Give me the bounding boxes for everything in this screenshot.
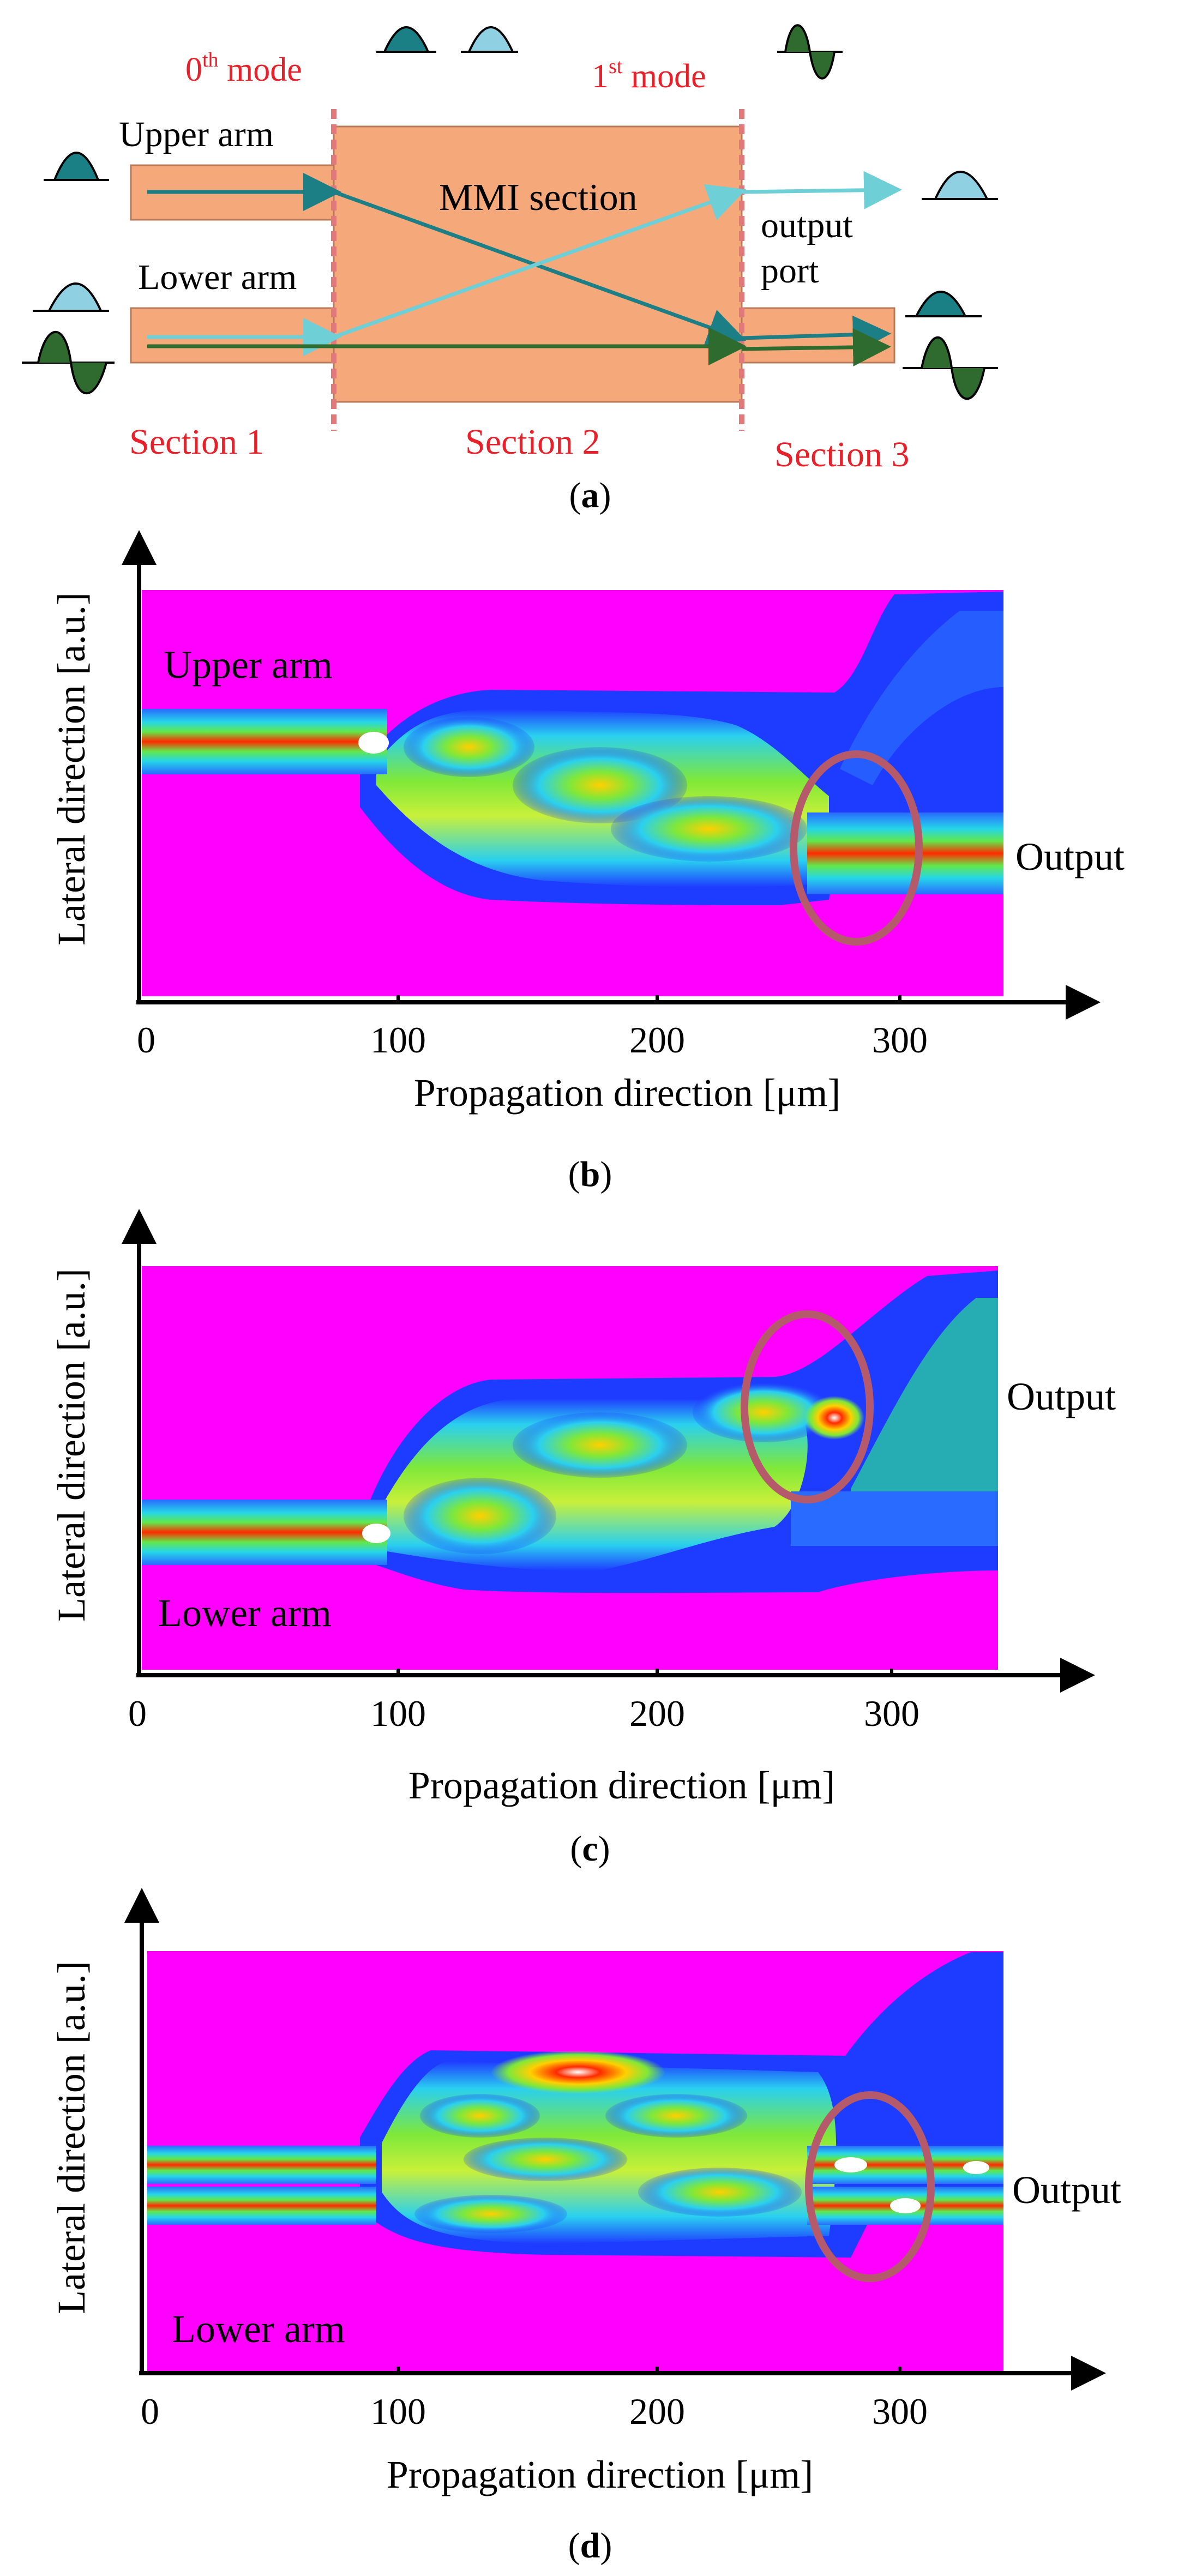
radiation-b (840, 611, 1003, 785)
panel-a: 0th mode 1st mode Upper arm Lower arm MM… (22, 24, 998, 515)
panel-b: Upper arm Output 0 100 200 300 Propagati… (50, 530, 1125, 1194)
tick-b-200: 200 (629, 1019, 685, 1061)
mode0-wave-icon-right (905, 291, 982, 317)
lower-arm-label: Lower arm (138, 257, 297, 297)
interference-blob-c3 (693, 1382, 834, 1442)
section3-label: Section 3 (774, 435, 909, 474)
lower-cross-arrow (333, 184, 747, 339)
input-arm-field-b (142, 709, 387, 774)
input-arm-field-d-lower (147, 2187, 376, 2225)
ylabel-c: Lateral direction [a.u.] (50, 1268, 93, 1622)
output-label-c: Output (1007, 1375, 1116, 1418)
interference-blob-d4 (464, 2138, 627, 2181)
highlight-ellipse-c (741, 1310, 874, 1503)
interference-blob-b3 (611, 796, 807, 862)
output-light-arrow (741, 171, 902, 209)
output-label-b: Output (1015, 835, 1125, 878)
xlabel-d: Propagation direction [μm] (387, 2453, 813, 2496)
hot-spot-d1 (834, 2157, 867, 2172)
mode1-wave-icon-top (777, 24, 843, 80)
tick-d-200: 200 (629, 2391, 685, 2432)
interference-blob-b2 (513, 747, 687, 823)
tick-c-100: 100 (370, 1693, 426, 1734)
tick-b-100: 100 (370, 1019, 426, 1061)
mode1-label: 1st mode (592, 55, 706, 95)
hot-spot-c (362, 1524, 390, 1543)
tick-b-300: 300 (872, 1019, 928, 1061)
hot-spot-b (358, 732, 389, 754)
panel-d-caption: (d) (568, 2526, 612, 2566)
tick-d-100: 100 (370, 2391, 426, 2432)
tick-c-0: 0 (128, 1693, 147, 1734)
arm-label-b: Upper arm (164, 643, 333, 687)
radiation-c (851, 1298, 998, 1516)
mode0-light-wave-icon-left (33, 282, 109, 312)
tick-b-0: 0 (137, 1019, 155, 1061)
section1-label: Section 1 (129, 422, 264, 462)
interference-blob-d6 (414, 2195, 567, 2233)
mode0-wave-icon-top (376, 26, 436, 53)
upper-arm-label: Upper arm (119, 115, 274, 154)
mode1-wave-icon-left (22, 330, 115, 395)
xlabel-c: Propagation direction [μm] (408, 1764, 835, 1807)
panel-a-caption: (a) (569, 476, 611, 515)
arm-label-d: Lower arm (172, 2307, 345, 2351)
mode0-light-wave-icon-right (922, 171, 998, 200)
tick-d-300: 300 (872, 2391, 928, 2432)
output-field-b (807, 812, 1003, 894)
tick-c-200: 200 (629, 1693, 685, 1734)
lower-guide-c (791, 1491, 998, 1546)
hot-spot-c2 (804, 1396, 864, 1440)
highlight-ellipse-d (805, 2091, 935, 2282)
mode0-light-wave-icon-top (461, 26, 518, 53)
interference-blob-b1 (404, 717, 534, 777)
interference-blob-d3 (605, 2094, 747, 2138)
mmi-section-label: MMI section (439, 177, 638, 219)
highlight-ellipse-b (790, 750, 923, 946)
tick-d-0: 0 (141, 2391, 159, 2432)
hot-spot-d3 (963, 2161, 989, 2174)
interference-blob-d1 (491, 2050, 665, 2094)
interference-blob-c1 (404, 1478, 556, 1554)
output-port-label-line2: port (761, 251, 819, 291)
input-arm-field-c (142, 1500, 387, 1565)
arm-label-c: Lower arm (158, 1591, 332, 1635)
tick-c-300: 300 (864, 1693, 919, 1734)
hot-spot-d2 (890, 2198, 921, 2213)
output-port-label-line1: output (761, 206, 853, 245)
mode0-label: 0th mode (185, 49, 302, 88)
ylabel-b: Lateral direction [a.u.] (50, 592, 93, 946)
panel-b-caption: (b) (568, 1154, 612, 1194)
interference-blob-d2 (420, 2094, 540, 2138)
panel-d: Lower arm Output 0 100 200 300 Propagati… (50, 1888, 1121, 2566)
interference-blob-d5 (638, 2168, 802, 2217)
mode1-wave-icon-right (903, 336, 998, 400)
output-label-d: Output (1012, 2168, 1121, 2212)
input-arm-field-d-upper (147, 2146, 376, 2184)
section2-label: Section 2 (465, 422, 600, 462)
panel-c-caption: (c) (570, 1829, 610, 1869)
output-green-arrow (741, 328, 891, 366)
ylabel-d: Lateral direction [a.u.] (50, 1961, 93, 2314)
interference-blob-c2 (513, 1412, 687, 1478)
mode0-wave-icon-left (44, 152, 109, 181)
panel-c: Lower arm Output 0 100 200 300 Propagati… (50, 1209, 1116, 1869)
xlabel-b: Propagation direction [μm] (414, 1071, 840, 1115)
